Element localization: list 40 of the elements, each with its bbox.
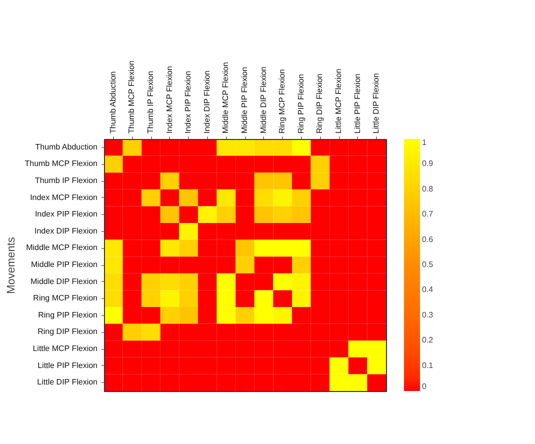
- color-bar-label: 0: [422, 382, 427, 391]
- color-bar-label: 0.4: [422, 285, 434, 294]
- x-tick-label: Middle DIP Flexion: [258, 66, 268, 134]
- color-bar-label: 0.7: [422, 210, 434, 219]
- y-tick-label: Little DIP Flexion: [37, 378, 98, 387]
- color-bar-label: 0.6: [422, 234, 434, 244]
- x-tick-label: Thumb IP Flexion: [146, 70, 155, 134]
- color-bar-label: 1: [422, 138, 427, 147]
- y-tick-label: Ring MCP Flexion: [33, 294, 98, 303]
- x-tick-label: Index PIP Flexion: [184, 70, 193, 134]
- color-bar-label: 0.1: [422, 360, 434, 370]
- x-tick-label: Ring PIP Flexion: [296, 74, 306, 134]
- y-tick-label: Index PIP Flexion: [34, 210, 98, 219]
- color-bar-label: 0.8: [422, 184, 434, 194]
- y-tick-label: Middle DIP Flexion: [30, 276, 98, 286]
- y-tick-label: Thumb Abduction: [35, 142, 98, 152]
- y-tick-label: Index DIP Flexion: [34, 226, 98, 236]
- x-tick-label: Index DIP Flexion: [202, 70, 212, 134]
- x-tick-label: Little PIP Flexion: [352, 74, 362, 134]
- x-tick-label: Index MCP Flexion: [164, 66, 174, 134]
- x-tick-label: Ring MCP Flexion: [278, 69, 287, 134]
- y-tick-label: Little MCP Flexion: [32, 344, 98, 353]
- x-tick-label: Little DIP Flexion: [372, 73, 381, 134]
- color-bar-label: 0.5: [422, 260, 434, 269]
- y-tick-label: Ring PIP Flexion: [38, 310, 98, 320]
- color-bar-label: 0.9: [422, 159, 434, 168]
- x-tick-label: Middle PIP Flexion: [240, 66, 249, 134]
- y-tick-label: Thumb IP Flexion: [34, 176, 98, 185]
- y-tick-label: Little PIP Flexion: [38, 360, 98, 370]
- x-tick-label: Ring DIP Flexion: [315, 74, 324, 134]
- y-tick-label: Middle MCP Flexion: [26, 243, 98, 252]
- y-tick-label: Ring DIP Flexion: [38, 327, 98, 336]
- x-tick-label: Middle MCP Flexion: [221, 62, 230, 134]
- y-tick-label: Middle PIP Flexion: [30, 260, 98, 269]
- y-axis-title: Movements: [6, 236, 18, 294]
- color-bar-label: 0.3: [422, 310, 434, 320]
- y-tick-label: Index MCP Flexion: [30, 192, 98, 202]
- x-tick-label: Little MCP Flexion: [334, 68, 343, 134]
- y-tick-label: Thumb MCP Flexion: [24, 159, 98, 168]
- color-bar-label: 0.2: [422, 336, 434, 345]
